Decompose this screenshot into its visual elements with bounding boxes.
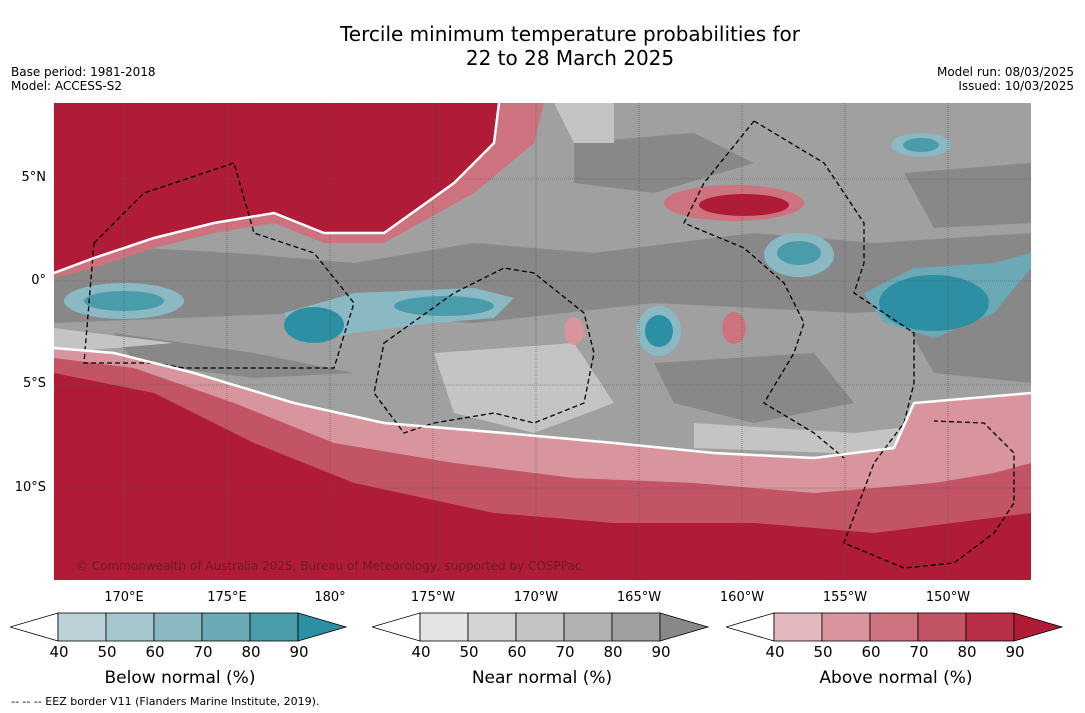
cb2-tick-60: 60 xyxy=(861,643,881,661)
above-normal-region-north xyxy=(54,103,499,273)
cb1-tick-40: 40 xyxy=(411,643,431,661)
probability-map xyxy=(54,103,1031,580)
cb1-tick-80: 80 xyxy=(603,643,623,661)
cb2-tick-40: 40 xyxy=(765,643,785,661)
colorbar-segment xyxy=(611,612,661,642)
colorbar-segment xyxy=(869,612,919,642)
lon-label-175e: 175°E xyxy=(207,590,247,605)
colorbar-title-above: Above normal (%) xyxy=(819,668,973,688)
cb1-tick-70: 70 xyxy=(555,643,575,661)
colorbar-segment xyxy=(201,612,251,642)
colorbar-segment xyxy=(773,612,823,642)
colorbar-segment xyxy=(917,612,967,642)
colorbar-segment xyxy=(821,612,871,642)
base-period: Base period: 1981-2018 xyxy=(11,65,156,79)
above-normal-blob-core xyxy=(699,194,789,216)
issued-date: Issued: 10/03/2025 xyxy=(958,79,1074,93)
colorbar-segment xyxy=(57,612,107,642)
colorbar-extension-high xyxy=(1013,612,1064,642)
title-line-1: Tercile minimum temperature probabilitie… xyxy=(339,22,801,46)
lat-label-0: 0° xyxy=(31,273,46,288)
cb2-tick-70: 70 xyxy=(909,643,929,661)
cb2-tick-50: 50 xyxy=(813,643,833,661)
colorbar-below-normal xyxy=(10,612,348,642)
colorbar-extension-low xyxy=(726,612,775,642)
model-run: Model run: 08/03/2025 xyxy=(936,65,1074,79)
lat-label-10s: 10°S xyxy=(14,480,46,495)
model-name: Model: ACCESS-S2 xyxy=(11,79,123,93)
cb1-tick-60: 60 xyxy=(507,643,527,661)
eez-borders xyxy=(83,120,1015,569)
lon-label-165w: 165°W xyxy=(616,590,662,605)
colorbar-segment xyxy=(153,612,203,642)
graticule xyxy=(54,103,1031,580)
colorbar-segment xyxy=(515,612,565,642)
lon-label-150w: 150°W xyxy=(925,590,971,605)
probability-contours xyxy=(54,103,1031,460)
lon-label-180: 180° xyxy=(314,590,346,605)
cb0-tick-80: 80 xyxy=(241,643,261,661)
cb1-tick-50: 50 xyxy=(459,643,479,661)
eez-legend-note: -- -- -- EEZ border V11 (Flanders Marine… xyxy=(11,695,320,708)
below-normal-regions xyxy=(64,133,1031,356)
colorbar-title-near: Near normal (%) xyxy=(471,668,613,688)
cb2-tick-90: 90 xyxy=(1005,643,1025,661)
meta-right: Model run: 08/03/2025 Issued: 10/03/2025 xyxy=(937,65,1074,93)
cb0-tick-90: 90 xyxy=(289,643,309,661)
cb2-tick-80: 80 xyxy=(957,643,977,661)
lat-label-5n: 5°N xyxy=(21,170,47,185)
colorbar-extension-high xyxy=(659,612,710,642)
colorbar-title-below: Below normal (%) xyxy=(104,668,256,688)
lon-label-160w: 160°W xyxy=(719,590,765,605)
colorbar-segment xyxy=(105,612,155,642)
meta-left: Base period: 1981-2018 Model: ACCESS-S2 xyxy=(11,65,156,93)
lon-label-175w: 175°W xyxy=(410,590,456,605)
cb0-tick-70: 70 xyxy=(193,643,213,661)
lon-label-170e: 170°E xyxy=(104,590,144,605)
lon-label-170w: 170°W xyxy=(513,590,559,605)
colorbar-near-normal xyxy=(372,612,710,642)
above-normal-blob-small xyxy=(722,312,746,344)
lon-label-155w: 155°W xyxy=(822,590,868,605)
cb0-tick-40: 40 xyxy=(49,643,69,661)
colorbar-segment xyxy=(419,612,469,642)
cb0-tick-50: 50 xyxy=(97,643,117,661)
above-normal-edge-north xyxy=(54,103,544,278)
colorbar-segment xyxy=(563,612,613,642)
colorbar-segment xyxy=(249,612,299,642)
colorbar-extension-low xyxy=(372,612,421,642)
colorbar-extension-high xyxy=(297,612,348,642)
colorbar-segment xyxy=(467,612,517,642)
title-line-2: 22 to 28 March 2025 xyxy=(465,46,675,70)
colorbar-extension-low xyxy=(10,612,59,642)
copyright-notice: © Commonwealth of Australia 2025, Bureau… xyxy=(76,559,582,573)
cb1-tick-90: 90 xyxy=(651,643,671,661)
cb0-tick-60: 60 xyxy=(145,643,165,661)
colorbar-segment xyxy=(965,612,1015,642)
map-title: Tercile minimum temperature probabilitie… xyxy=(0,22,1085,70)
above-normal-region-south-dark xyxy=(54,373,1031,580)
lat-label-5s: 5°S xyxy=(22,376,46,391)
colorbar-above-normal xyxy=(726,612,1064,642)
above-normal-blob-tiny xyxy=(564,317,584,345)
